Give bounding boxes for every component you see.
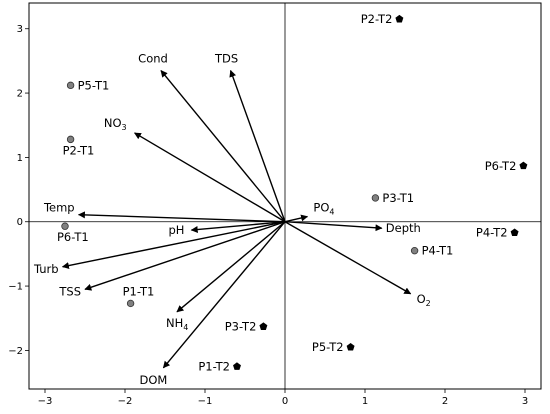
x-tick-label: −3 [38, 396, 53, 407]
vector-label-subscript: 4 [183, 323, 188, 332]
loading-vectors: Cond TDS NO3 Temp pH Turb TSS NH4 DOM PO4 Depth O2 [33, 52, 431, 387]
x-tick-label: −1 [198, 396, 213, 407]
vector-arrow [284, 214, 309, 223]
vector-label-subscript: 4 [329, 208, 334, 217]
x-tick-label: 3 [522, 396, 528, 407]
sample-point [519, 161, 528, 170]
sample-point [126, 299, 135, 308]
vector-arrow [284, 221, 383, 232]
vector-label: TSS [58, 284, 81, 298]
vector-arrow [77, 211, 286, 223]
vector-label: Cond [138, 52, 168, 66]
vector-label: O2 [417, 292, 431, 308]
vector-label: pH [168, 223, 184, 237]
x-tick-label: 1 [362, 396, 368, 407]
vector-label-subscript: 3 [122, 123, 127, 132]
sample-points: P2-T2 P6-T2 P4-T2 P3-T2 P1-T2 P5-T2 P5-T1 P2-T1… [57, 12, 528, 373]
vector-label: Depth [386, 221, 421, 235]
vector-arrow [162, 221, 286, 369]
sample-point-label: P1-T1 [123, 284, 155, 298]
vector-arrow [133, 132, 286, 223]
sample-point-label: P4-T2 [476, 226, 508, 240]
sample-point [410, 246, 419, 255]
sample-point-label: P3-T2 [225, 320, 257, 334]
vector-label: PO4 [313, 201, 334, 217]
vector-label: DOM [139, 373, 167, 387]
vector-label-subscript: 2 [426, 299, 431, 308]
sample-point-label: P5-T1 [78, 78, 110, 92]
sample-point [395, 14, 404, 23]
vector-arrow [176, 221, 286, 313]
sample-point-label: P5-T2 [312, 340, 344, 354]
sample-point-label: P6-T2 [485, 159, 517, 173]
vector-label: NH4 [166, 316, 188, 332]
y-tick-label: 1 [17, 153, 23, 164]
sample-point [346, 343, 355, 351]
y-tick-label: −2 [8, 346, 23, 357]
y-tick-label: −1 [8, 282, 23, 293]
sample-point [259, 322, 268, 330]
sample-point-label: P4-T1 [422, 244, 454, 258]
y-tick-label: 2 [17, 89, 23, 100]
sample-point-label: P6-T1 [57, 230, 89, 244]
sample-point [66, 81, 75, 90]
y-tick-label: 0 [17, 217, 23, 228]
sample-point [233, 362, 241, 370]
x-tick-label: −2 [118, 396, 133, 407]
vector-label: TDS [214, 52, 238, 66]
zero-reference-lines [29, 3, 541, 389]
sample-point-label: P1-T2 [198, 359, 230, 373]
sample-point-label: P2-T1 [63, 143, 95, 157]
sample-point [66, 135, 75, 144]
y-tick-label: 3 [17, 24, 23, 35]
sample-point [371, 194, 380, 202]
sample-point [61, 222, 69, 230]
vector-label: Turb [33, 262, 59, 276]
vector-arrow [229, 69, 286, 222]
x-tick-label: 0 [282, 396, 288, 407]
x-tick-label: 2 [442, 396, 448, 407]
x-axis: −3 −2 −1 0 1 2 3 [38, 389, 528, 407]
sample-point-label: P2-T2 [361, 12, 393, 26]
sample-point [510, 228, 519, 237]
y-axis: 3 2 1 0 −1 −2 [8, 24, 29, 357]
vector-arrow [160, 70, 286, 223]
vector-arrow [190, 221, 286, 234]
vector-arrow [284, 221, 412, 295]
vector-label: Temp [43, 201, 75, 215]
sample-point-label: P3-T1 [382, 191, 414, 205]
vector-arrow [84, 221, 286, 291]
vector-label: NO3 [104, 116, 127, 132]
vector-arrow [61, 221, 286, 269]
